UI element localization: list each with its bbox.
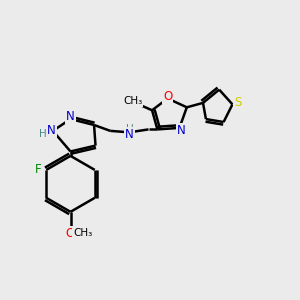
- Text: N: N: [47, 124, 56, 137]
- Text: S: S: [234, 95, 242, 109]
- Text: O: O: [163, 91, 172, 103]
- Text: H: H: [39, 129, 46, 139]
- Text: H: H: [125, 124, 133, 134]
- Text: F: F: [35, 163, 41, 176]
- Text: CH₃: CH₃: [123, 96, 142, 106]
- Text: N: N: [66, 110, 75, 123]
- Text: CH₃: CH₃: [73, 228, 92, 238]
- Text: O: O: [65, 226, 74, 239]
- Text: N: N: [125, 128, 134, 141]
- Text: N: N: [176, 124, 185, 137]
